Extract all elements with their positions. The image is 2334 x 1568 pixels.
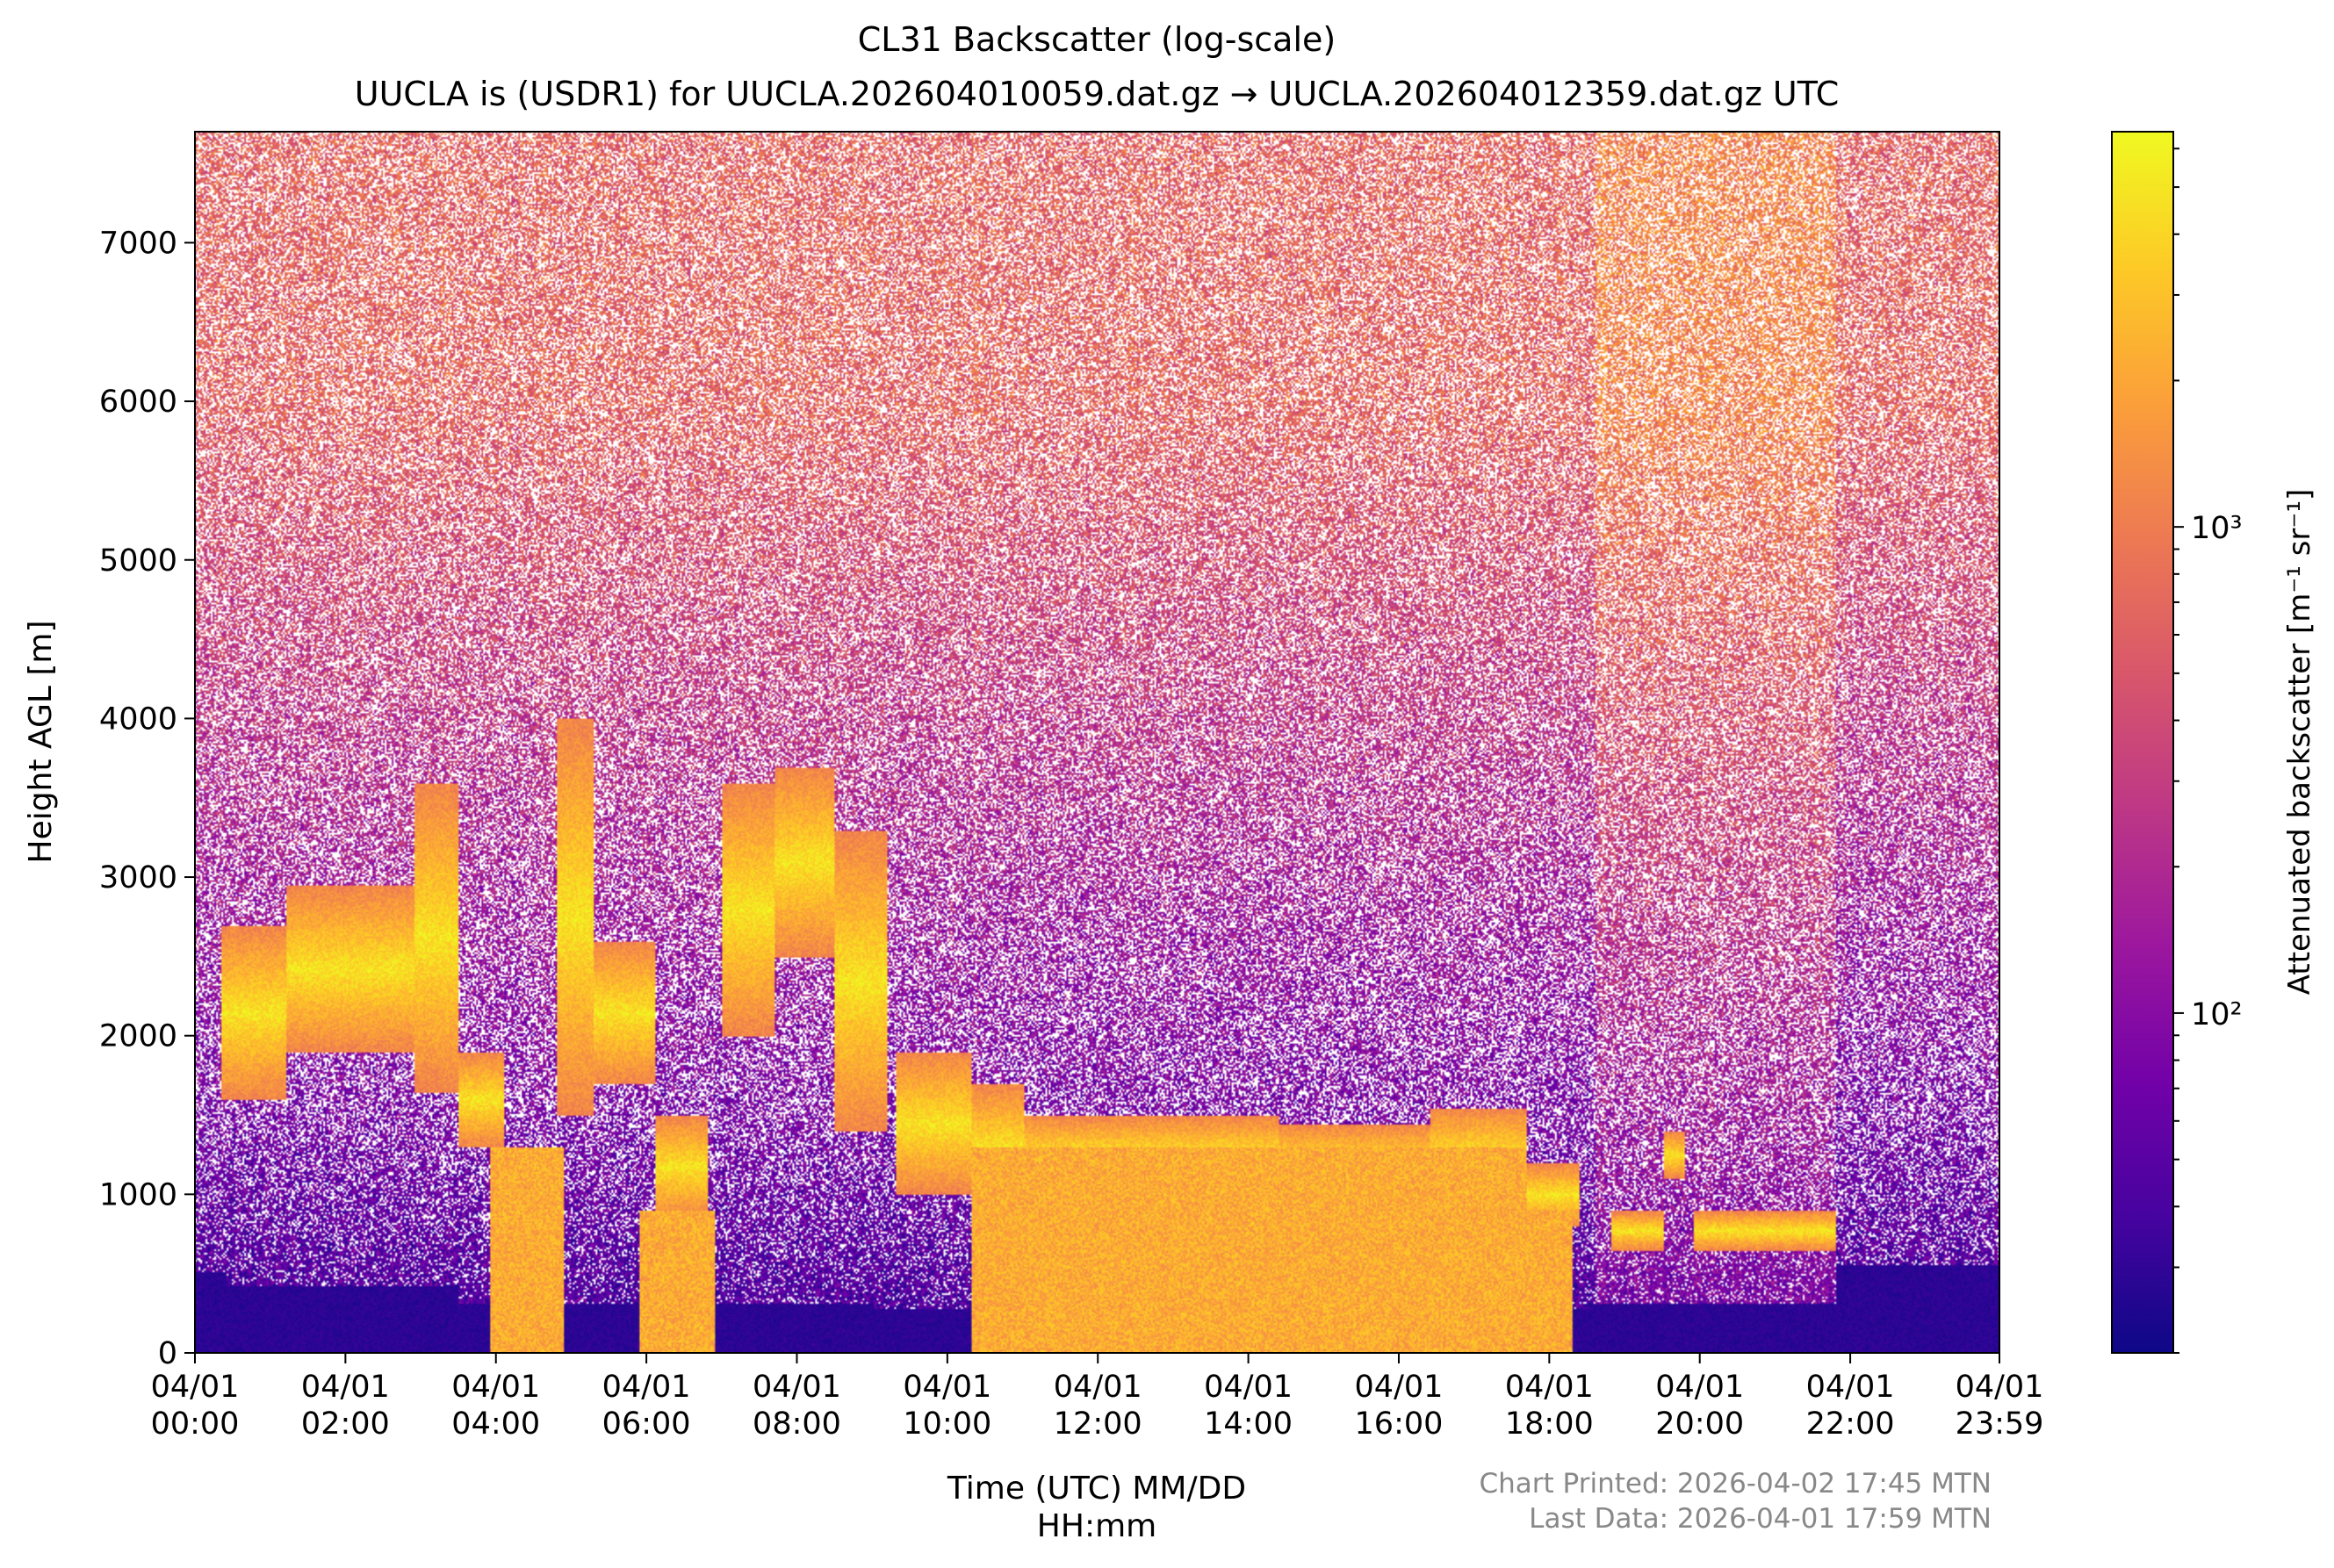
x-tick-date: 04/01 [151, 1370, 240, 1405]
x-axis-label-line2: HH:mm [1037, 1508, 1156, 1544]
x-tick-time: 14:00 [1204, 1406, 1293, 1442]
y-tick-label: 6000 [99, 385, 177, 420]
last-data-timestamp: Last Data: 2026-04-01 17:59 MTN [1529, 1503, 1992, 1535]
y-axis: 0 1000 2000 3000 4000 5000 6000 7000 [99, 226, 195, 1371]
colorbar-tick-label: 10³ [2191, 511, 2243, 546]
x-tick-date: 04/01 [1655, 1370, 1744, 1405]
y-tick-label: 7000 [99, 226, 177, 261]
x-tick-time: 00:00 [151, 1406, 240, 1442]
x-tick-date: 04/01 [1806, 1370, 1895, 1405]
y-tick-label: 3000 [99, 860, 177, 895]
x-tick-date: 04/01 [602, 1370, 691, 1405]
x-tick-date: 04/01 [1054, 1370, 1142, 1405]
x-axis-label-line1: Time (UTC) MM/DD [947, 1471, 1246, 1507]
x-tick-date: 04/01 [753, 1370, 841, 1405]
x-tick-date: 04/01 [1505, 1370, 1594, 1405]
x-tick-time: 02:00 [301, 1406, 390, 1442]
colorbar-gradient [2111, 131, 2174, 1354]
y-tick-label: 0 [158, 1336, 177, 1371]
y-tick-label: 4000 [99, 701, 177, 737]
chart-subtitle: UUCLA is (USDR1) for UUCLA.202604010059.… [355, 75, 1839, 113]
x-tick-date: 04/01 [1355, 1370, 1444, 1405]
colorbar-ticks: 10² 10³ [2173, 147, 2243, 1354]
x-tick-time: 06:00 [602, 1406, 691, 1442]
x-tick-time: 08:00 [753, 1406, 841, 1442]
x-tick-time: 10:00 [903, 1406, 991, 1442]
x-tick-date: 04/01 [451, 1370, 540, 1405]
x-axis: 04/0100:0004/0102:0004/0104:0004/0106:00… [151, 1353, 2044, 1442]
chart-title: CL31 Backscatter (log-scale) [858, 20, 1336, 59]
y-tick-label: 5000 [99, 543, 177, 579]
x-tick-time: 23:59 [1956, 1406, 2044, 1442]
x-tick-time: 16:00 [1355, 1406, 1444, 1442]
x-tick-time: 12:00 [1054, 1406, 1142, 1442]
x-tick-date: 04/01 [301, 1370, 390, 1405]
y-tick-label: 2000 [99, 1019, 177, 1054]
x-tick-time: 04:00 [451, 1406, 540, 1442]
chart-printed-timestamp: Chart Printed: 2026-04-02 17:45 MTN [1480, 1468, 1992, 1500]
y-axis-label: Height AGL [m] [23, 621, 59, 864]
colorbar-label: Attenuated backscatter [m⁻¹ sr⁻¹] [2282, 489, 2317, 996]
y-tick-label: 1000 [99, 1177, 177, 1212]
x-tick-time: 18:00 [1505, 1406, 1594, 1442]
x-tick-time: 20:00 [1655, 1406, 1744, 1442]
colorbar: 10² 10³ Attenuated backscatter [m⁻¹ sr⁻¹] [2111, 131, 2317, 1354]
x-tick-date: 04/01 [1204, 1370, 1293, 1405]
x-tick-date: 04/01 [1956, 1370, 2044, 1405]
colorbar-tick-label: 10² [2191, 997, 2243, 1032]
x-tick-date: 04/01 [903, 1370, 991, 1405]
plot-area [194, 131, 2000, 1354]
backscatter-heatmap [195, 132, 1999, 1353]
x-tick-time: 22:00 [1806, 1406, 1895, 1442]
